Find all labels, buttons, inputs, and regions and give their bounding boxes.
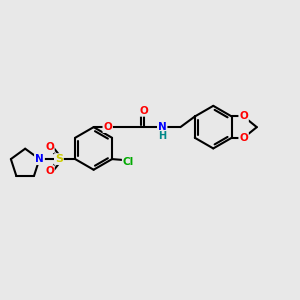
Text: O: O xyxy=(45,142,54,152)
Text: O: O xyxy=(45,166,54,176)
Text: O: O xyxy=(140,106,148,116)
Text: N: N xyxy=(35,154,44,164)
Text: S: S xyxy=(55,154,63,164)
Text: N: N xyxy=(35,154,44,164)
Text: Cl: Cl xyxy=(123,157,134,166)
Text: O: O xyxy=(103,122,112,132)
Text: O: O xyxy=(239,133,248,143)
Text: O: O xyxy=(239,112,248,122)
Text: N: N xyxy=(158,122,167,132)
Text: H: H xyxy=(158,131,166,141)
